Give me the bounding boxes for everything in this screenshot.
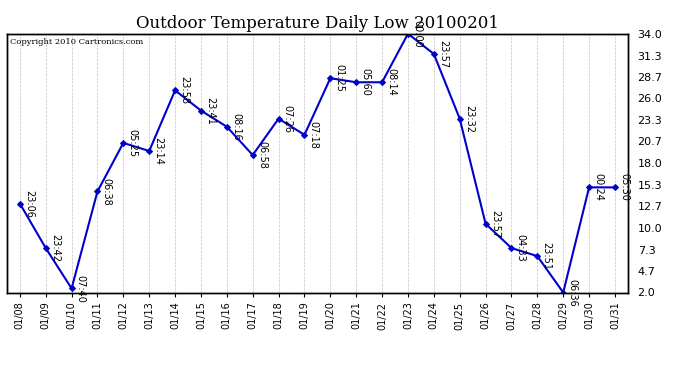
- Text: 23:06: 23:06: [24, 190, 34, 217]
- Text: 00:24: 00:24: [593, 174, 603, 201]
- Text: Copyright 2010 Cartronics.com: Copyright 2010 Cartronics.com: [10, 38, 144, 46]
- Text: 05:30: 05:30: [619, 174, 629, 201]
- Text: 23:42: 23:42: [50, 234, 60, 262]
- Text: 06:58: 06:58: [257, 141, 267, 169]
- Text: 00:00: 00:00: [412, 20, 422, 48]
- Text: 23:57: 23:57: [490, 210, 500, 238]
- Text: 06:38: 06:38: [101, 177, 112, 205]
- Text: 23:57: 23:57: [438, 40, 448, 68]
- Text: 23:14: 23:14: [153, 137, 164, 165]
- Title: Outdoor Temperature Daily Low 20100201: Outdoor Temperature Daily Low 20100201: [136, 15, 499, 32]
- Text: 07:26: 07:26: [283, 105, 293, 133]
- Text: 23:41: 23:41: [205, 97, 215, 124]
- Text: 07:40: 07:40: [76, 274, 86, 302]
- Text: 05:60: 05:60: [360, 68, 371, 96]
- Text: 23:32: 23:32: [464, 105, 474, 133]
- Text: 01:25: 01:25: [335, 64, 344, 92]
- Text: 23:58: 23:58: [179, 76, 189, 104]
- Text: 04:33: 04:33: [515, 234, 526, 262]
- Text: 07:18: 07:18: [308, 121, 319, 149]
- Text: 08:14: 08:14: [386, 68, 396, 96]
- Text: 06:36: 06:36: [567, 279, 578, 306]
- Text: 23:51: 23:51: [542, 242, 551, 270]
- Text: 08:16: 08:16: [231, 113, 241, 141]
- Text: 05:25: 05:25: [128, 129, 137, 157]
